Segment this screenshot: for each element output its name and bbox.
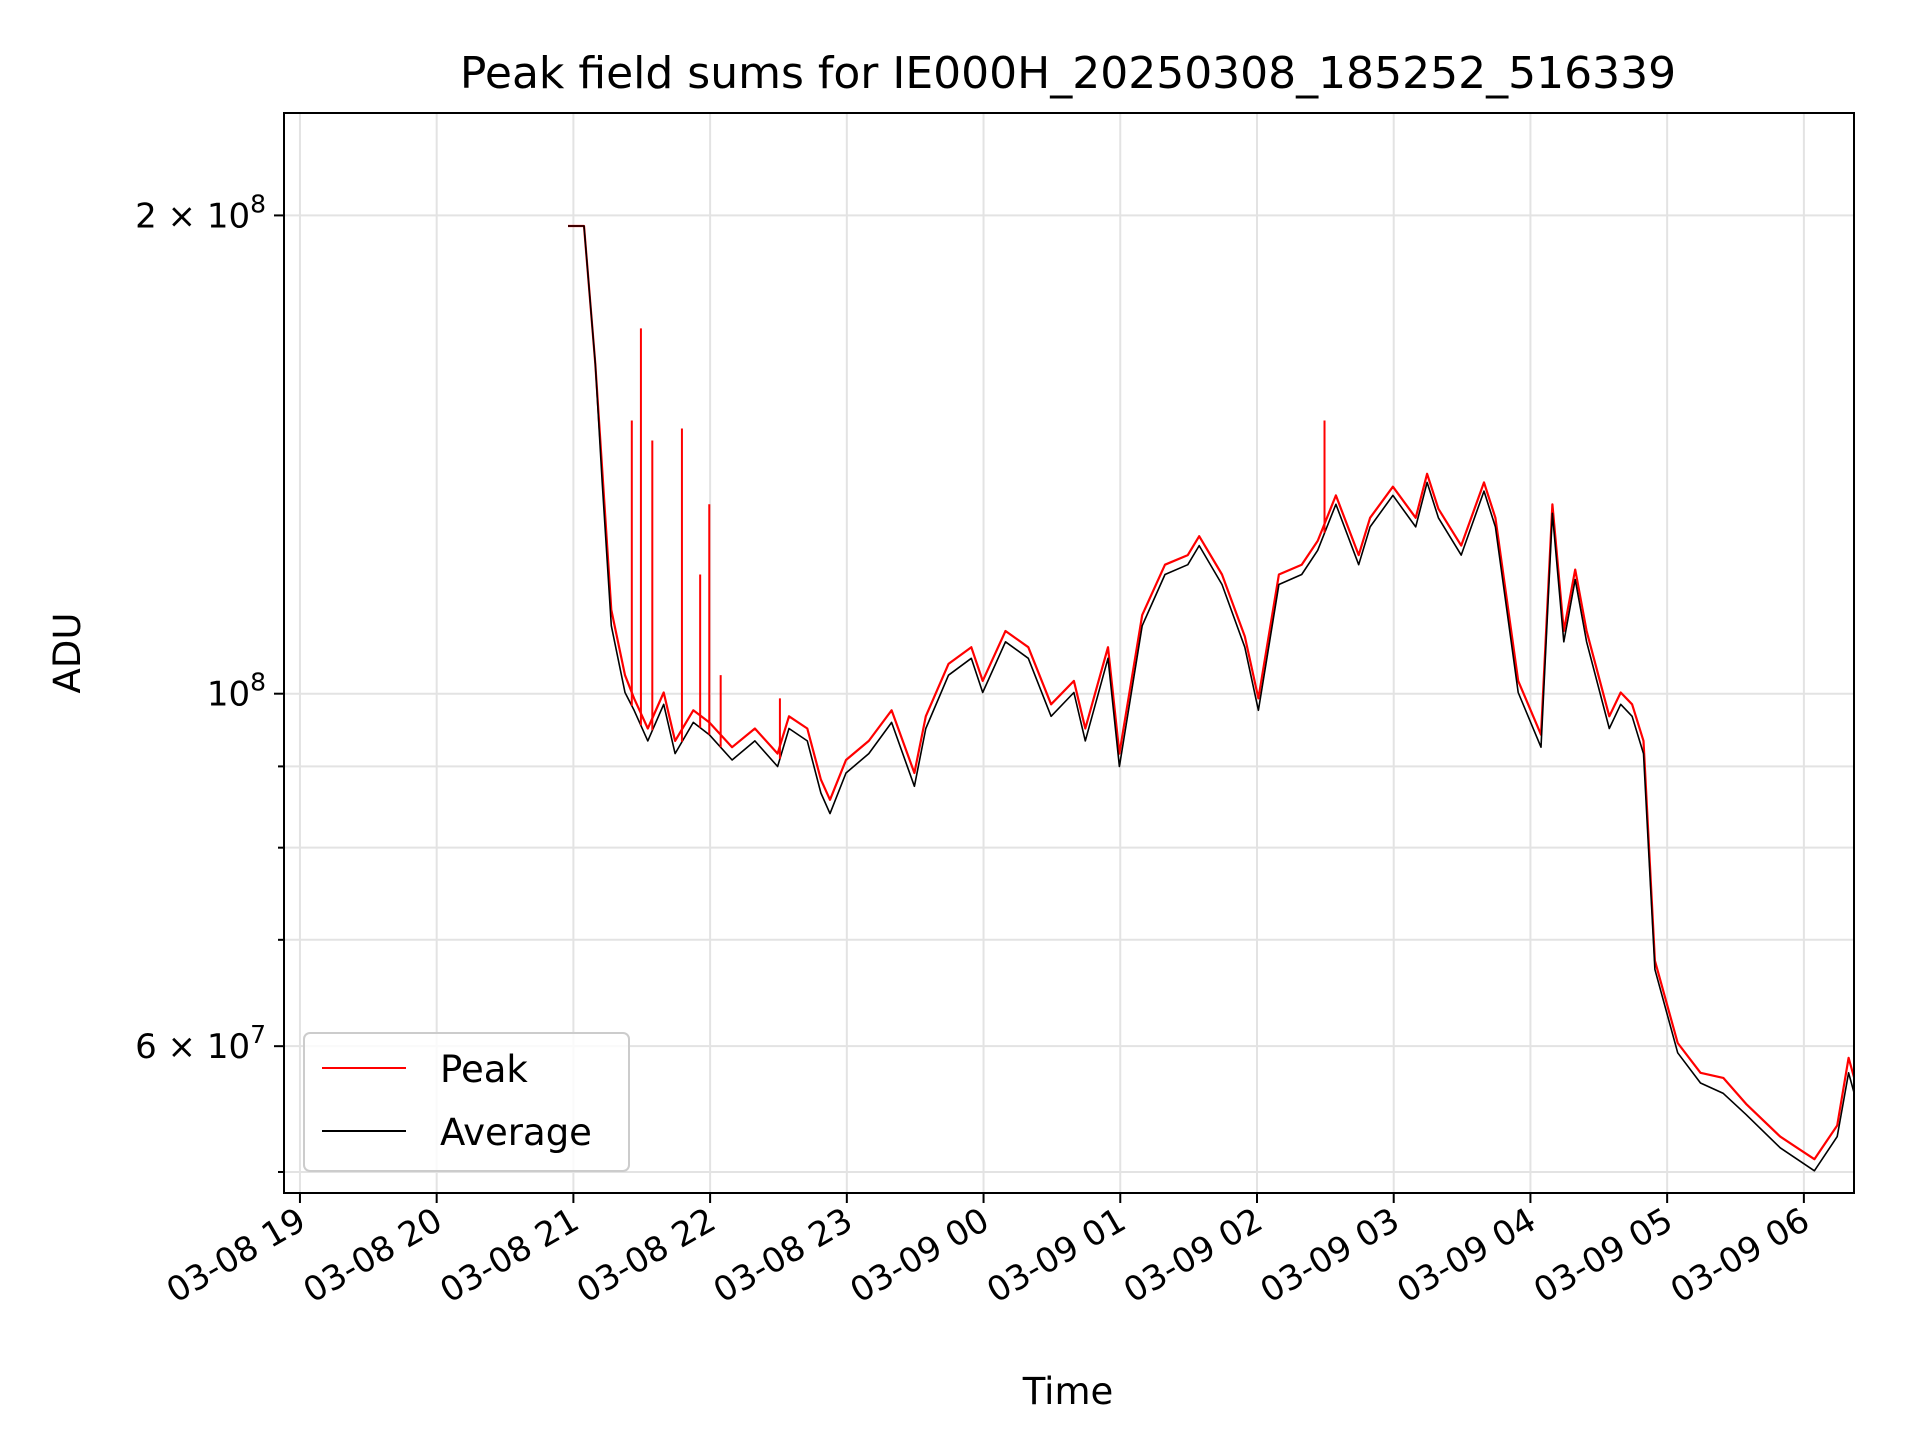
x-tick-label: 03-09 01 xyxy=(980,1200,1132,1311)
chart-title: Peak field sums for IE000H_20250308_1852… xyxy=(460,48,1676,99)
series-line-average xyxy=(568,225,1854,1172)
series-layer xyxy=(568,224,1854,1172)
x-tick-label: 03-08 19 xyxy=(160,1200,312,1311)
gridlines xyxy=(284,113,1854,1193)
y-axis-label: ADU xyxy=(46,613,89,694)
x-tick-label: 03-08 22 xyxy=(570,1200,722,1311)
y-tick-label: 108 xyxy=(207,668,266,715)
y-tick-label: 2 × 108 xyxy=(135,189,266,236)
plot-area xyxy=(568,224,1854,1172)
x-tick-label: 03-09 03 xyxy=(1254,1200,1406,1311)
x-tick-label: 03-08 21 xyxy=(433,1200,585,1311)
legend-label-peak: Peak xyxy=(440,1048,528,1091)
x-tick-label: 03-09 06 xyxy=(1664,1200,1816,1311)
y-axis: 108 2 × 108 6 × 107 xyxy=(135,189,284,1173)
x-tick-label: 03-09 02 xyxy=(1117,1200,1269,1311)
x-tick-label: 03-08 23 xyxy=(707,1200,859,1311)
x-tick-label: 03-08 20 xyxy=(297,1200,449,1311)
x-tick-label: 03-09 00 xyxy=(844,1200,996,1311)
x-tick-label: 03-09 04 xyxy=(1391,1200,1543,1311)
x-axis-label: Time xyxy=(1022,1370,1114,1413)
legend-label-average: Average xyxy=(440,1111,592,1154)
x-tick-label: 03-09 05 xyxy=(1527,1200,1679,1311)
series-line-peak xyxy=(568,224,1854,1161)
plot-frame xyxy=(283,112,1855,1194)
legend: Peak Average xyxy=(303,1032,630,1172)
y-tick-label: 6 × 107 xyxy=(135,1020,266,1067)
